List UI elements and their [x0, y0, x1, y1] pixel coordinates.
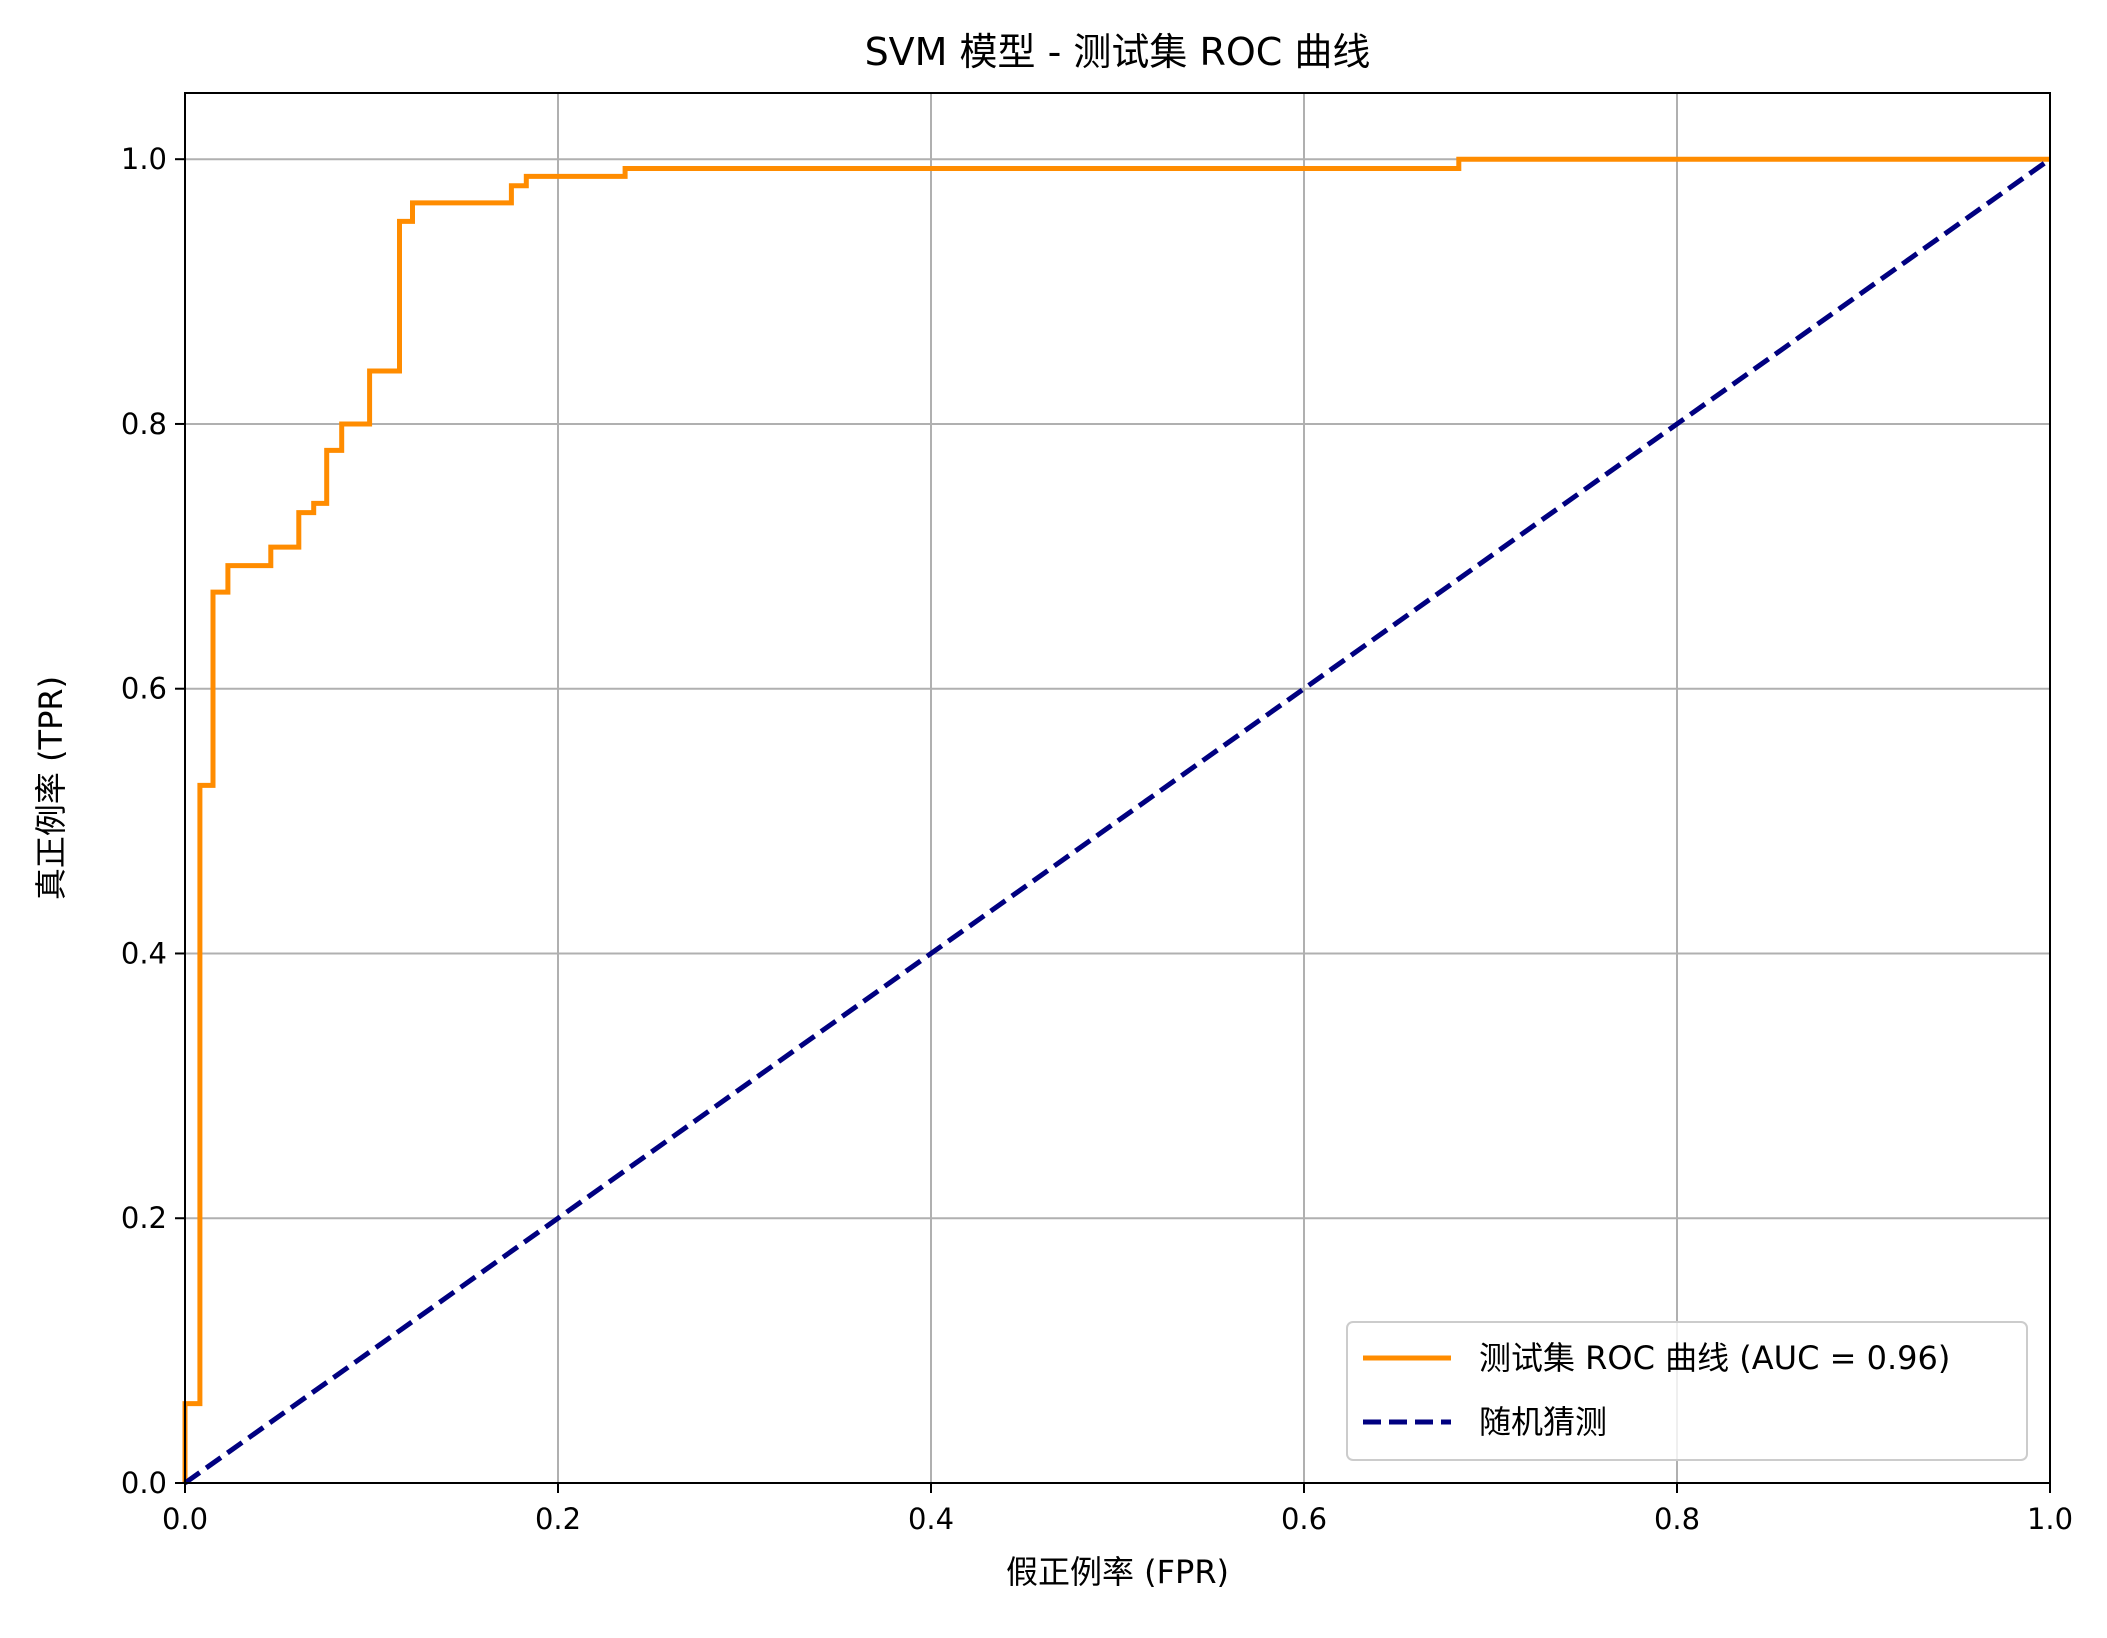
x-tick-label: 0.8: [1654, 1502, 1700, 1536]
series-layer: [182, 156, 2052, 1486]
x-axis-label: 假正例率 (FPR): [1006, 1553, 1229, 1591]
plot-frame: [184, 92, 2051, 1484]
y-tick-label: 0.0: [121, 1466, 167, 1500]
ticks: 0.0 0.2 0.4 0.6 0.8 1.0 0.0 0.2 0.4 0.6 0.8 1.0: [121, 142, 2073, 1536]
y-tick-label: 0.6: [121, 672, 167, 706]
x-tick-label: 0.6: [1281, 1502, 1327, 1536]
grid: [184, 93, 2051, 1484]
chart-title: SVM 模型 - 测试集 ROC 曲线: [865, 30, 1371, 74]
legend-label-roc: 测试集 ROC 曲线 (AUC = 0.96): [1479, 1339, 1950, 1377]
legend-box: [1346, 1321, 2028, 1461]
x-tick-label: 0.2: [535, 1502, 581, 1536]
legend-label-random: 随机猜测: [1479, 1403, 1607, 1441]
y-tick-label: 0.8: [121, 407, 167, 441]
roc-curve-line: [182, 156, 2050, 1483]
y-tick-label: 0.4: [121, 936, 167, 970]
legend: 测试集 ROC 曲线 (AUC = 0.96) 随机猜测: [1346, 1321, 2028, 1461]
random-guess-line: [183, 157, 2052, 1486]
y-tick-label: 1.0: [121, 142, 167, 176]
x-tick-label: 0.0: [162, 1502, 208, 1536]
x-tick-label: 1.0: [2027, 1502, 2073, 1536]
y-axis-label: 真正例率 (TPR): [32, 676, 70, 900]
y-tick-label: 0.2: [121, 1201, 167, 1235]
x-tick-label: 0.4: [908, 1502, 954, 1536]
